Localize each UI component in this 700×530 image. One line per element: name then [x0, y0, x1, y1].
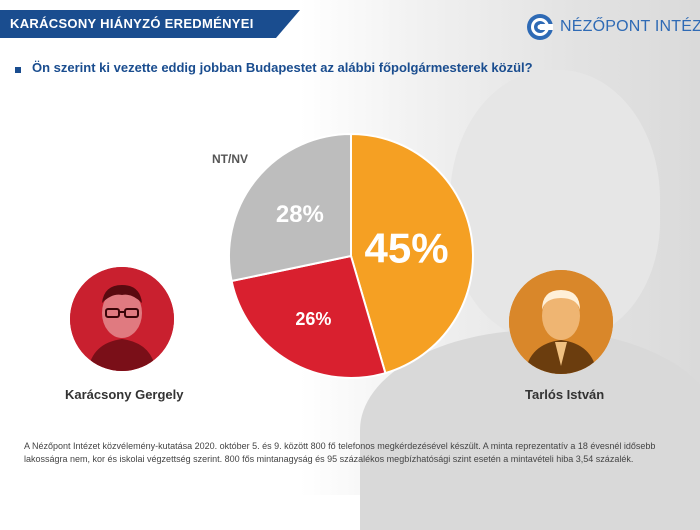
pie-slice — [350, 132, 474, 375]
ntnv-outside-label: NT/NV — [212, 152, 248, 166]
pie-slice-label: 26% — [295, 309, 331, 329]
banner-title: KARÁCSONY HIÁNYZÓ EREDMÉNYEI — [10, 16, 254, 31]
logo-icon — [527, 14, 553, 40]
portrait-icon — [509, 270, 613, 374]
title-banner: KARÁCSONY HIÁNYZÓ EREDMÉNYEI — [0, 10, 300, 38]
portrait-icon — [70, 267, 174, 371]
candidate-name-tarlos: Tarlós István — [525, 387, 605, 402]
pie-slice-label: 45% — [365, 225, 449, 272]
survey-question: Ön szerint ki vezette eddig jobban Budap… — [32, 60, 533, 75]
logo-text: NÉZŐPONT INTÉZET — [560, 18, 700, 35]
avatar-tarlos — [509, 270, 613, 374]
methodology-footnote: A Nézőpont Intézet közvélemény-kutatása … — [24, 441, 656, 464]
pie-chart: 45% 26% 28% — [228, 132, 474, 379]
candidate-name-karacsony: Karácsony Gergely — [65, 387, 184, 402]
question-bullet — [15, 67, 21, 73]
pie-slice — [228, 132, 352, 283]
pie-slice-label: 28% — [276, 201, 324, 228]
logo: NÉZŐPONT INTÉZET — [526, 13, 700, 43]
avatar-karacsony — [70, 267, 174, 371]
pie-slice — [230, 254, 387, 379]
